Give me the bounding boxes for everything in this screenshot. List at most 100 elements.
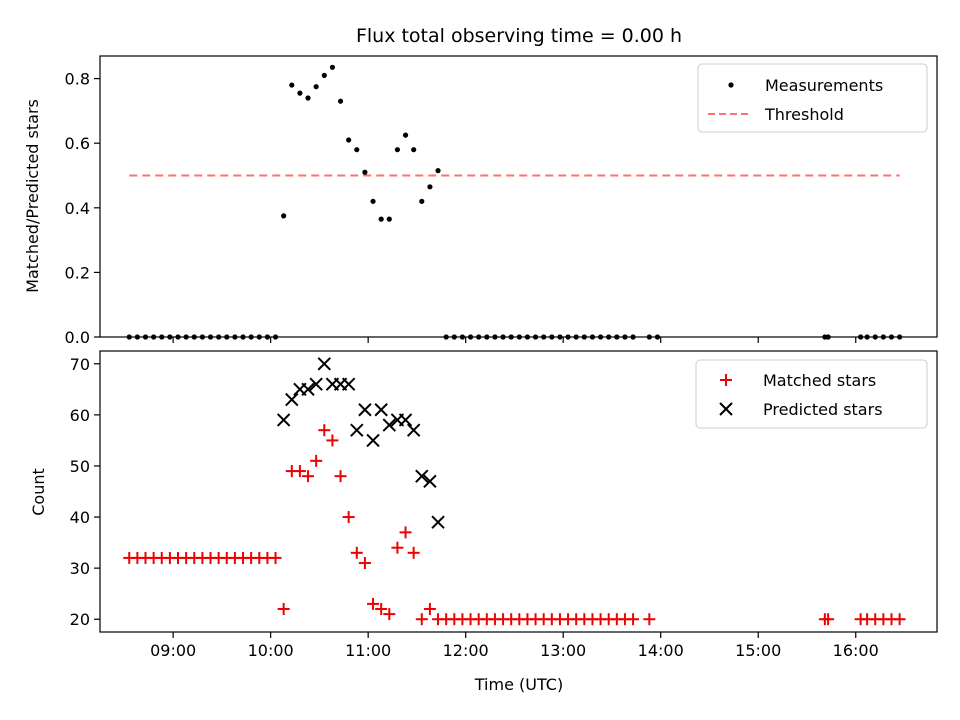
bottom-y-ticks: 20 30 40 50 60 70 xyxy=(70,355,100,629)
measurement-point xyxy=(427,184,433,190)
matched-star-point xyxy=(367,597,380,610)
top-ytick-label: 0.4 xyxy=(65,199,90,218)
measurement-point xyxy=(297,90,303,96)
measurement-point xyxy=(281,213,287,219)
bottom-legend-box xyxy=(695,359,928,429)
matched-star-point xyxy=(269,551,282,564)
measurement-point xyxy=(419,198,425,204)
xtick-label: 14:00 xyxy=(638,641,684,660)
legend-measurements-label: Measurements xyxy=(765,76,883,95)
measurement-point xyxy=(354,147,360,153)
matched-star-point xyxy=(326,434,339,447)
top-legend-box xyxy=(697,63,928,133)
top-ytick-label: 0.2 xyxy=(65,263,90,282)
predicted-star-point xyxy=(309,377,323,391)
xtick-label: 16:00 xyxy=(833,641,879,660)
measurement-point xyxy=(411,147,417,153)
predicted-star-point xyxy=(285,392,299,407)
bottom-ytick-label: 30 xyxy=(70,559,90,578)
matched-star-point xyxy=(358,557,371,570)
top-x-ticks xyxy=(172,337,857,343)
measurement-point xyxy=(305,95,311,101)
matched-star-point xyxy=(318,424,331,437)
chart-title: Flux total observing time = 0.00 h xyxy=(356,25,682,47)
measurement-point xyxy=(329,64,336,70)
bottom-ytick-label: 20 xyxy=(70,610,90,629)
bottom-legend: Matched stars Predicted stars xyxy=(695,359,928,429)
bottom-y-axis-label: Count xyxy=(29,468,48,516)
matched-star-point xyxy=(302,470,315,483)
matched-star-point xyxy=(643,613,656,626)
measurement-point xyxy=(313,84,319,90)
top-y-ticks: 0.0 0.2 0.4 0.6 0.8 xyxy=(65,70,100,347)
legend-predicted-marker xyxy=(719,402,733,416)
matched-star-point xyxy=(423,603,436,616)
measurement-point xyxy=(370,198,376,204)
matched-star-point xyxy=(334,470,347,483)
matched-star-point xyxy=(277,603,290,616)
measurement-point xyxy=(394,147,401,153)
xtick-label: 09:00 xyxy=(150,641,196,660)
measurement-point xyxy=(386,216,392,222)
legend-matched-marker xyxy=(720,374,732,386)
matched-star-point xyxy=(627,613,640,626)
measurement-point xyxy=(289,82,295,88)
matched-star-point xyxy=(375,603,388,616)
x-axis-label: Time (UTC) xyxy=(474,675,563,694)
predicted-star-point xyxy=(341,377,356,391)
matched-star-point xyxy=(407,546,420,559)
predicted-star-point xyxy=(317,357,331,371)
predicted-star-point xyxy=(406,423,421,437)
matched-star-point xyxy=(310,454,323,467)
bottom-x-ticks: 09:00 10:00 11:00 12:00 13:00 14:00 15:00 16:00 xyxy=(150,632,879,660)
predicted-star-point xyxy=(366,433,380,448)
legend-matched-label: Matched stars xyxy=(763,371,876,390)
xtick-label: 15:00 xyxy=(735,641,781,660)
matched-star-point xyxy=(293,465,306,478)
count-panel: Count Time (UTC) 20 30 40 50 60 70 09:00 10:00… xyxy=(29,350,938,694)
ratio-panel: Flux total observing time = 0.00 h Match… xyxy=(23,25,938,347)
top-axes-frame xyxy=(99,55,938,338)
predicted-star-point xyxy=(423,474,437,488)
matched-star-point xyxy=(383,608,396,621)
bottom-ytick-label: 70 xyxy=(70,355,90,374)
bottom-ytick-label: 50 xyxy=(70,457,90,476)
predicted-star-point xyxy=(358,403,372,417)
matched-star-point xyxy=(350,546,363,559)
matched-star-point xyxy=(893,613,906,626)
predicted-star-point xyxy=(431,515,445,529)
xtick-label: 13:00 xyxy=(540,641,586,660)
top-ytick-label: 0.8 xyxy=(65,70,90,89)
top-legend: Measurements Threshold xyxy=(697,63,928,133)
predicted-star-point xyxy=(301,382,315,397)
measurement-point xyxy=(402,132,409,138)
xtick-label: 12:00 xyxy=(443,641,489,660)
top-y-axis-label: Matched/Predicted stars xyxy=(23,99,42,293)
matched-star-point xyxy=(399,526,412,539)
top-ytick-label: 0.6 xyxy=(65,134,90,153)
bottom-ytick-label: 60 xyxy=(70,406,90,425)
matched-star-point xyxy=(415,613,428,626)
predicted-star-point xyxy=(398,413,413,427)
legend-measurements-marker xyxy=(728,82,734,88)
matched-star-point xyxy=(822,613,835,626)
predicted-star-point xyxy=(374,403,388,417)
measurement-point xyxy=(435,168,441,174)
measurement-point xyxy=(337,98,344,104)
legend-threshold-label: Threshold xyxy=(764,105,844,124)
bottom-axes-frame xyxy=(99,350,938,633)
bottom-plot-area xyxy=(123,357,906,626)
predicted-star-point xyxy=(382,418,397,432)
predicted-star-point xyxy=(415,469,429,483)
xtick-label: 10:00 xyxy=(248,641,294,660)
measurement-point xyxy=(346,137,352,143)
measurement-point xyxy=(362,169,368,175)
legend-predicted-label: Predicted stars xyxy=(763,400,883,419)
predicted-star-point xyxy=(350,423,364,437)
top-ytick-label: 0.0 xyxy=(65,328,90,347)
measurement-point xyxy=(378,216,384,222)
bottom-ytick-label: 40 xyxy=(70,508,90,527)
matched-star-point xyxy=(342,511,355,524)
matched-star-point xyxy=(391,541,404,554)
